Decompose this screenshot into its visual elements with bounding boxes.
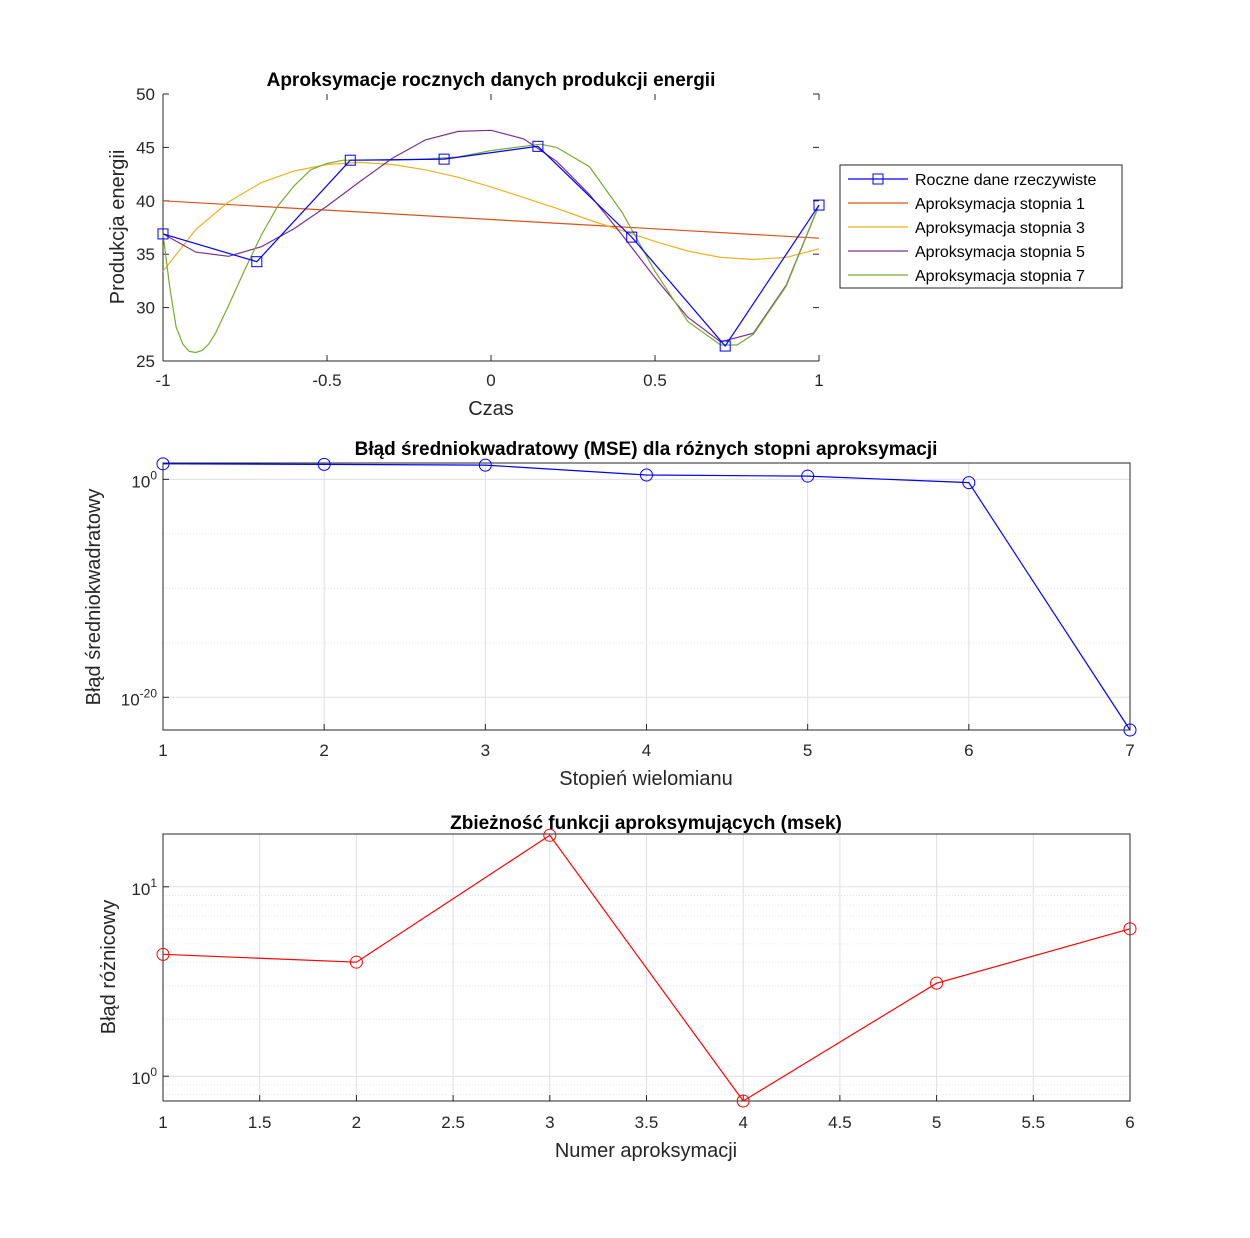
x-tick-label: 5	[803, 741, 812, 760]
series-line-2	[162, 200, 820, 239]
legend-item: Aproksymacja stopnia 5	[848, 244, 1085, 261]
y-tick-label: 10-20	[121, 686, 158, 709]
y-tick-label: 35	[136, 245, 155, 264]
data-point	[640, 468, 653, 482]
x-tick-label: 1	[814, 371, 823, 390]
chart-convergence: 1 1.5 2 2.5 3 3.5 4 4.5 5 5.5 6 101 100 Zbieżność fun…	[98, 813, 1137, 1162]
data-point	[801, 469, 815, 483]
series-line-3	[162, 161, 820, 272]
x-tick-label: 4	[738, 1113, 747, 1132]
legend-item: Aproksymacja stopnia 3	[848, 220, 1085, 237]
legend-label: Aproksymacja stopnia 3	[915, 220, 1085, 237]
chart-title: Aproksymacje rocznych danych produkcji e…	[267, 70, 716, 91]
data-point	[156, 457, 170, 471]
x-tick-label: 2.5	[441, 1113, 465, 1132]
y-tick-label: 45	[136, 138, 155, 157]
data-point	[719, 340, 731, 352]
y-axis-title: Błąd różnicowy	[98, 900, 120, 1035]
chart-title: Błąd średniokwadratowy (MSE) dla różnych…	[355, 439, 938, 460]
x-tick-label: 5.5	[1021, 1113, 1045, 1132]
x-tick-label: 2	[352, 1113, 361, 1132]
x-tick-label: 1	[158, 1113, 167, 1132]
legend-label: Aproksymacja stopnia 1	[915, 196, 1085, 213]
x-axis-title: Czas	[468, 398, 514, 420]
data-point	[157, 228, 169, 240]
x-tick-label: -0.5	[312, 371, 341, 390]
data-point	[438, 153, 450, 165]
x-tick-label: 3.5	[635, 1113, 659, 1132]
data-point	[543, 828, 557, 842]
data-point	[344, 154, 356, 166]
data-point	[1123, 723, 1137, 737]
data-point	[813, 199, 825, 211]
y-tick-label: 101	[131, 876, 157, 899]
data-point	[478, 458, 492, 472]
chart-mse: 1 2 3 4 5 6 7 100 10-20 Błąd średniokwadratowy (M…	[83, 439, 1137, 790]
x-tick-label: 1	[158, 741, 167, 760]
series-line-1	[162, 145, 820, 347]
x-tick-label: 2	[319, 741, 328, 760]
x-tick-label: 3	[481, 741, 490, 760]
data-point	[317, 457, 331, 471]
x-tick-label: 5	[932, 1113, 941, 1132]
x-tick-label: 4	[642, 741, 651, 760]
series-line	[162, 463, 1131, 731]
series-line-4	[162, 129, 820, 343]
data-point	[962, 476, 976, 490]
x-axis-title: Numer aproksymacji	[555, 1140, 737, 1162]
legend-item: Roczne dane rzeczywiste	[848, 172, 1097, 189]
data-point	[736, 1094, 750, 1108]
legend-box	[839, 164, 1123, 289]
y-axis-title: Produkcja energii	[107, 150, 129, 305]
y-tick-label: 25	[136, 352, 155, 371]
chart-title: Zbieżność funkcji aproksymujących (msek)	[450, 813, 842, 834]
legend-item: Aproksymacja stopnia 1	[848, 196, 1085, 213]
data-point	[156, 947, 170, 961]
data-point	[251, 256, 263, 268]
legend-label: Roczne dane rzeczywiste	[915, 172, 1097, 189]
y-tick-label: 40	[136, 192, 155, 211]
x-tick-label: 0.5	[643, 371, 667, 390]
y-tick-label: 30	[136, 299, 155, 318]
series-line-5	[162, 143, 820, 354]
y-axis-title: Błąd średniokwadratowy	[83, 489, 105, 706]
data-point	[349, 955, 363, 969]
y-tick-label: 100	[131, 468, 157, 491]
y-tick-label: 50	[136, 85, 155, 104]
data-point	[532, 140, 544, 152]
legend: Roczne dane rzeczywiste Aproksymacja stop…	[839, 164, 1123, 289]
legend-marker	[872, 173, 884, 185]
x-tick-label: 6	[1125, 1113, 1134, 1132]
legend-item: Aproksymacja stopnia 7	[848, 268, 1085, 285]
x-tick-label: 0	[486, 371, 495, 390]
x-tick-label: 4.5	[828, 1113, 852, 1132]
x-tick-label: 1.5	[248, 1113, 272, 1132]
series-line	[162, 834, 1131, 1102]
legend-label: Aproksymacja stopnia 7	[915, 268, 1085, 285]
x-tick-label: -1	[155, 371, 170, 390]
x-tick-label: 3	[545, 1113, 554, 1132]
data-point	[1123, 922, 1137, 936]
x-axis-title: Stopień wielomianu	[559, 768, 732, 790]
x-tick-label: 6	[964, 741, 973, 760]
chart-energy-approximations: -1 -0.5 0 0.5 1 25 30 35 40 45 50 Aproksymacje rocz…	[107, 70, 1123, 420]
data-point	[626, 231, 638, 243]
data-point	[930, 976, 944, 990]
y-tick-label: 100	[131, 1065, 157, 1088]
x-tick-label: 7	[1125, 741, 1134, 760]
legend-label: Aproksymacja stopnia 5	[915, 244, 1085, 261]
